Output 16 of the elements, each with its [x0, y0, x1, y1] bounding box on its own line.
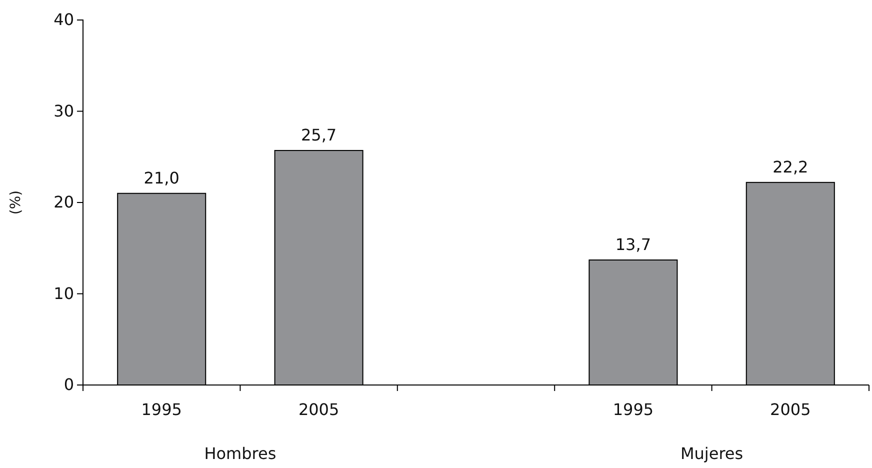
y-tick-label: 30	[54, 101, 74, 120]
text: Mujeres	[680, 444, 744, 463]
data-label: 25,7	[300, 125, 337, 144]
y-tick-label: 20	[54, 192, 74, 212]
x-tick-label: 1995	[612, 400, 654, 419]
y-tick-label: 10	[54, 284, 74, 303]
y-tick-label: 40	[54, 10, 74, 30]
x-tick-label: 2005	[298, 400, 340, 419]
x-tick-label: 1995	[141, 400, 182, 419]
y-tick-label: 0	[64, 375, 74, 394]
y-axis-title: (%)	[8, 190, 24, 215]
text: Hombres	[204, 444, 276, 463]
data-label: 22,2	[772, 157, 808, 176]
x-tick-label: 2005	[770, 400, 811, 419]
data-label: 21,0	[144, 168, 180, 188]
data-label: 13,7	[615, 234, 652, 254]
